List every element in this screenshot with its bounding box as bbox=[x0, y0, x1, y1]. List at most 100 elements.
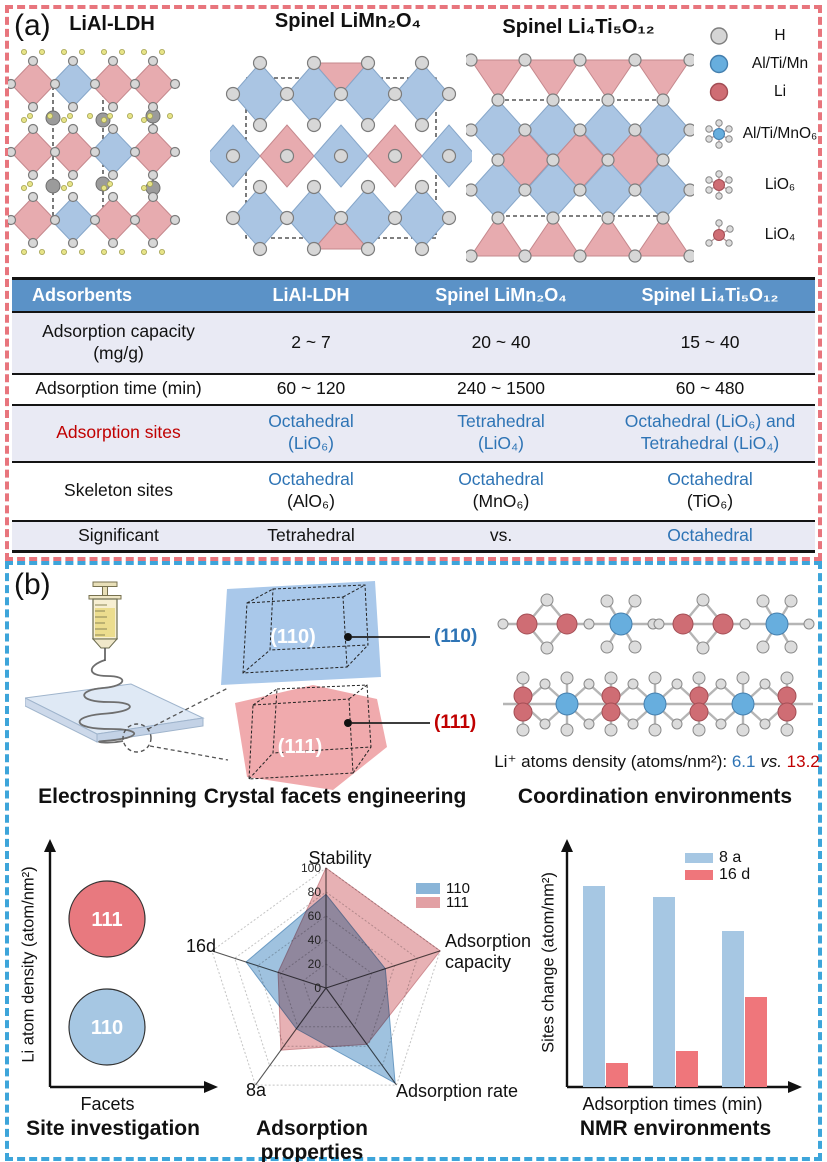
facet-110-plane bbox=[221, 581, 381, 685]
atom-node bbox=[546, 211, 560, 225]
structure-title-lial-ldh: LiAl-LDH bbox=[69, 13, 155, 35]
atom-node bbox=[414, 117, 430, 133]
atom-node bbox=[306, 117, 322, 133]
callout-110-label: (110) bbox=[434, 626, 478, 647]
panel-b-label: (b) bbox=[14, 568, 51, 601]
atom-node bbox=[252, 55, 268, 71]
atom-node bbox=[47, 113, 54, 120]
atom-node bbox=[387, 210, 403, 226]
atom-node bbox=[441, 148, 457, 164]
h-atom bbox=[696, 593, 710, 607]
radar-legend-110: 110 bbox=[416, 880, 470, 897]
structure-title-limn2o4: Spinel LiMn₂O₄ bbox=[274, 10, 422, 32]
nmr-environments-title: NMR environments bbox=[579, 1117, 772, 1140]
radar-tick-label: 20 bbox=[308, 957, 322, 971]
atom-node bbox=[49, 214, 61, 226]
legend-label: LiO₄ bbox=[764, 226, 796, 243]
density-label: Li⁺ atoms density (atoms/nm²): bbox=[494, 752, 728, 771]
atom-node bbox=[49, 146, 61, 158]
zoom-circle bbox=[122, 723, 152, 753]
table-cell: 60 ~ 480 bbox=[675, 378, 745, 399]
atom-node bbox=[67, 237, 79, 249]
atom-node bbox=[107, 180, 114, 187]
h-atom bbox=[736, 671, 750, 685]
fiber-spiral bbox=[78, 659, 135, 744]
atom-node bbox=[518, 249, 532, 263]
h-atom bbox=[780, 723, 794, 737]
atom-node bbox=[101, 117, 108, 124]
atom-node bbox=[158, 248, 165, 255]
radar-axis-capacity: Adsorption capacity bbox=[445, 931, 532, 972]
legend-item-metal: Al/Ti/Mn bbox=[698, 50, 820, 78]
table-cell: Octahedral (TiO₆) bbox=[667, 469, 753, 511]
facet-110-point bbox=[68, 988, 146, 1066]
atom-node bbox=[8, 214, 17, 226]
atom-node bbox=[20, 184, 27, 191]
site-investigation-chart: 111 110 bbox=[44, 839, 218, 1093]
atom-node bbox=[656, 211, 670, 225]
table-cell: Octahedral (MnO₆) bbox=[458, 469, 544, 511]
radar-axis-stability: Stability bbox=[308, 848, 372, 868]
nmr-legend-8a-swatch bbox=[685, 853, 713, 863]
atom-node bbox=[360, 241, 376, 257]
density-value-110: 6.1 bbox=[731, 752, 756, 771]
atom-node bbox=[414, 179, 430, 195]
nmr-ylabel: Sites change (atom/nm²) bbox=[539, 872, 558, 1053]
atom-node bbox=[129, 78, 141, 90]
atom-node bbox=[27, 237, 39, 249]
atom-node bbox=[107, 191, 119, 203]
atom-node bbox=[628, 183, 642, 197]
crystal-facets-diagram: (110) (111) bbox=[221, 581, 430, 790]
atom-node bbox=[119, 248, 126, 255]
legend-item-lio4: LiO₄ bbox=[698, 219, 820, 249]
atom-node bbox=[147, 237, 159, 249]
atom-node bbox=[279, 210, 295, 226]
atom-node bbox=[441, 210, 457, 226]
h-atom bbox=[739, 618, 751, 630]
atom-node bbox=[27, 123, 39, 135]
atom-node bbox=[107, 237, 119, 249]
h-atom bbox=[759, 718, 771, 730]
bar-16d-group3 bbox=[745, 997, 767, 1087]
electrospinning-diagram bbox=[25, 581, 229, 761]
h-atom bbox=[560, 723, 574, 737]
h-atom bbox=[756, 594, 770, 608]
li-atom bbox=[556, 613, 578, 635]
atom-node bbox=[67, 180, 74, 187]
atom-node bbox=[8, 78, 17, 90]
radar-tick-label: 60 bbox=[308, 909, 322, 923]
table-header-row: Adsorbents LiAl-LDH Spinel LiMn₂O₄ Spine… bbox=[12, 277, 815, 313]
legend-item-li: Li bbox=[698, 78, 820, 106]
legend-label: Li bbox=[773, 83, 787, 100]
row-label: Skeleton sites bbox=[64, 480, 173, 501]
h-atom bbox=[784, 640, 798, 654]
atom-node bbox=[107, 123, 119, 135]
facet-111-plane bbox=[235, 685, 387, 790]
h-atom bbox=[692, 723, 706, 737]
h-atom bbox=[759, 678, 771, 690]
atom-node bbox=[466, 53, 478, 67]
atom-node bbox=[466, 183, 478, 197]
atom-node bbox=[26, 180, 33, 187]
li-atom bbox=[712, 613, 734, 635]
facet-111-label: (111) bbox=[278, 736, 322, 758]
atom-node bbox=[169, 214, 181, 226]
legend-label: LiO₆ bbox=[764, 176, 796, 193]
h-atom bbox=[583, 678, 595, 690]
atom-node bbox=[79, 248, 86, 255]
atom-node bbox=[67, 169, 79, 181]
coordination-title: Coordination environments bbox=[517, 785, 793, 808]
atom-node bbox=[8, 146, 17, 158]
bar-8a-group3 bbox=[722, 931, 744, 1087]
atom-node bbox=[89, 214, 101, 226]
atom-node bbox=[61, 248, 68, 255]
electrospinning-title: Electrospinning bbox=[38, 785, 197, 808]
bar-16d-group1 bbox=[606, 1063, 628, 1087]
radar-legend-111-label: 111 bbox=[446, 894, 469, 911]
table-cell: 20 ~ 40 bbox=[471, 331, 531, 352]
atom-node bbox=[491, 93, 505, 107]
table-cell: Octahedral (LiO₆) bbox=[268, 411, 354, 453]
facet-111-point-label: 111 bbox=[91, 909, 122, 931]
atom-node bbox=[140, 49, 147, 55]
atom-node bbox=[67, 55, 79, 67]
